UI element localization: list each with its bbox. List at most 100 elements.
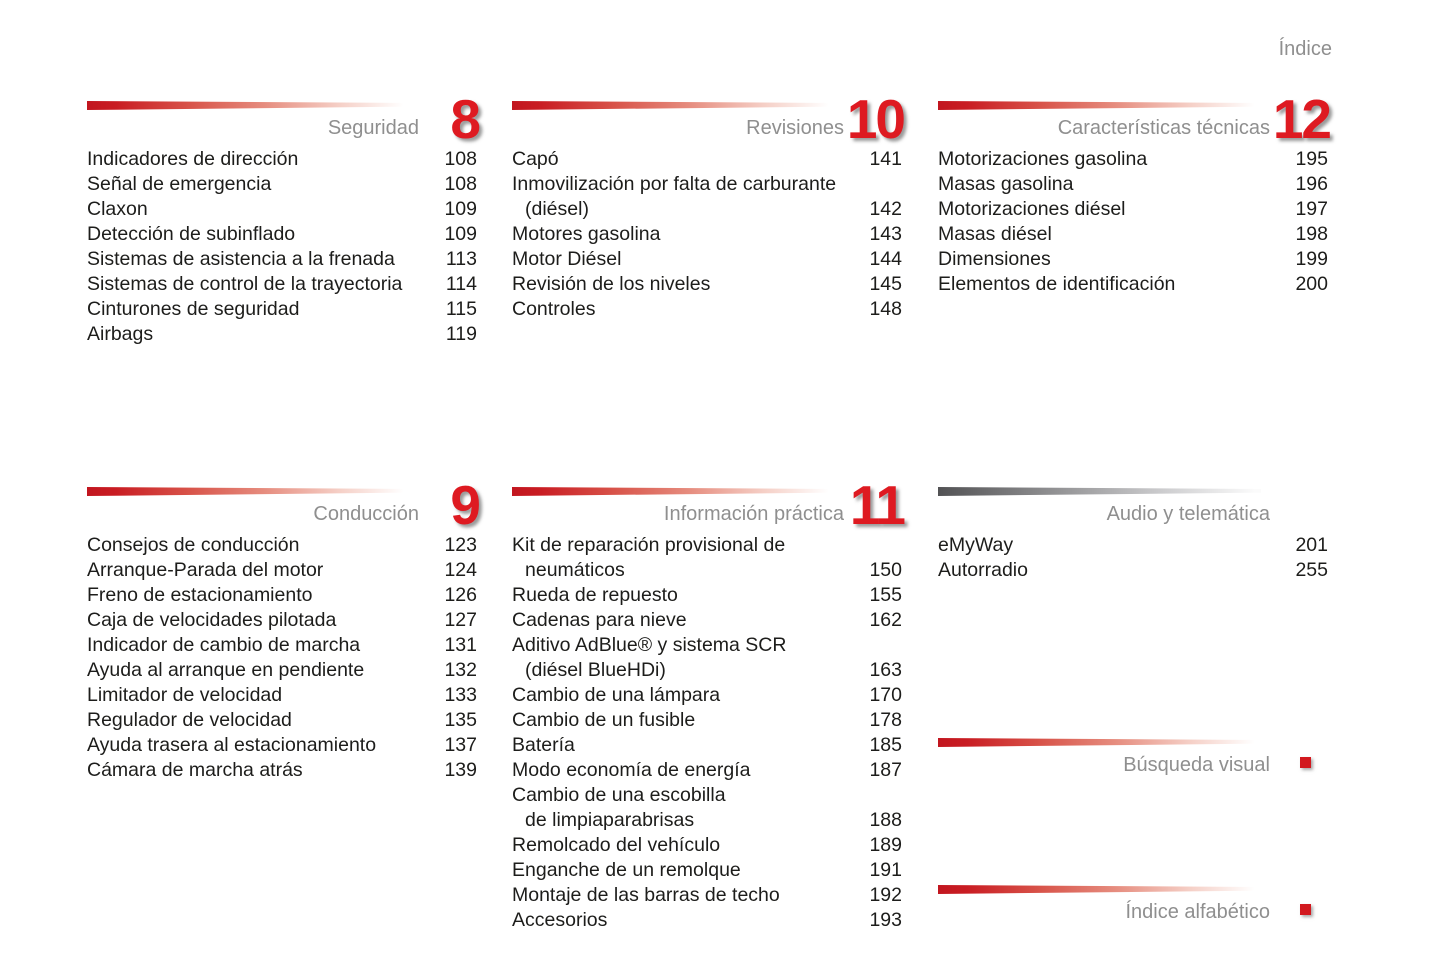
toc-item: Airbags 119 (87, 322, 477, 347)
toc-item: Autorradio 255 (938, 558, 1328, 583)
toc-item: Claxon 109 (87, 197, 477, 222)
toc-item-title: Controles (512, 298, 596, 320)
toc-item-page: 123 (444, 534, 477, 556)
toc-item-title: Motorizaciones gasolina (938, 148, 1148, 170)
toc-item-title: Rueda de repuesto (512, 584, 678, 606)
toc-item-page: 199 (1295, 248, 1328, 270)
section-title: Audio y telemática (1106, 503, 1270, 525)
toc-item-page: 137 (444, 734, 477, 756)
toc-item-page: 142 (869, 198, 902, 220)
toc-item-page: 201 (1295, 534, 1328, 556)
chapter-number: 10 (846, 88, 906, 150)
toc-item-page: 139 (444, 759, 477, 781)
toc-item: Arranque-Parada del motor 124 (87, 558, 477, 583)
toc-item: Caja de velocidades pilotada 127 (87, 608, 477, 633)
toc-item-page: 150 (869, 559, 902, 581)
toc-item-title: eMyWay (938, 534, 1014, 556)
toc-item-page: 108 (444, 148, 477, 170)
toc-item: Motorizaciones gasolina 195 (938, 147, 1328, 172)
toc-item: Kit de reparación provisional de neumátic… (512, 533, 902, 583)
section-audio-y-telematica: Audio y telemática eMyWay 201 Autorradio 25… (938, 486, 1328, 583)
toc-item-page: 126 (444, 584, 477, 606)
toc-item-page: 189 (869, 834, 902, 856)
toc-item: Sistemas de control de la trayectoria 114 (87, 272, 477, 297)
section-title: Búsqueda visual (1123, 754, 1270, 776)
toc-item: Revisión de los niveles 145 (512, 272, 902, 297)
toc-item: Masas diésel 198 (938, 222, 1328, 247)
section-informacion-practica: Información práctica 11 Kit de reparació… (512, 478, 906, 933)
toc-item-title: Montaje de las barras de techo (512, 884, 780, 906)
toc-item-page: 145 (869, 273, 902, 295)
toc-item-title: Freno de estacionamiento (87, 584, 313, 606)
toc-item-page: 255 (1295, 559, 1328, 581)
toc-item-page: 132 (444, 659, 477, 681)
section-gradient-bar (938, 487, 1261, 496)
toc-item: Cambio de un fusible 178 (512, 708, 902, 733)
section-items: Consejos de conducción 123 Arranque-Parada… (87, 486, 477, 783)
toc-item-page: 197 (1295, 198, 1328, 220)
section-title: Características técnicas (1057, 117, 1270, 139)
section-revisiones: Revisiones 10 Capó 141 Inmovilización por … (512, 92, 906, 322)
toc-item-title: Señal de emergencia (87, 173, 272, 195)
toc-item: Masas gasolina 196 (938, 172, 1328, 197)
toc-item-title: Limitador de velocidad (87, 684, 283, 706)
toc-item: Regulador de velocidad 135 (87, 708, 477, 733)
toc-item: Enganche de un remolque 191 (512, 858, 902, 883)
toc-item-page: 185 (869, 734, 902, 756)
toc-item: eMyWay 201 (938, 533, 1328, 558)
red-square-marker (1300, 904, 1311, 915)
toc-item-title: Kit de reparación provisional de neumátic… (512, 534, 786, 581)
toc-item-page: 196 (1295, 173, 1328, 195)
toc-item: Cámara de marcha atrás 139 (87, 758, 477, 783)
toc-item: Cadenas para nieve 162 (512, 608, 902, 633)
toc-item: Limitador de velocidad 133 (87, 683, 477, 708)
toc-item: Aditivo AdBlue® y sistema SCR (diésel Blu… (512, 633, 902, 683)
toc-item-title: Motor Diésel (512, 248, 622, 270)
toc-item-page: 188 (869, 809, 902, 831)
toc-item: Motorizaciones diésel 197 (938, 197, 1328, 222)
toc-item-title: Masas gasolina (938, 173, 1074, 195)
toc-item-title: Cinturones de seguridad (87, 298, 300, 320)
chapter-number: 8 (450, 88, 481, 150)
toc-item-page: 131 (444, 634, 477, 656)
section-items: Motorizaciones gasolina 195 Masas gasolina… (938, 100, 1328, 297)
toc-item-page: 119 (445, 323, 477, 345)
toc-item-title: Cámara de marcha atrás (87, 759, 303, 781)
toc-item: Dimensiones 199 (938, 247, 1328, 272)
toc-item-title: Airbags (87, 323, 154, 345)
toc-item: Detección de subinflado 109 (87, 222, 477, 247)
toc-item: Ayuda al arranque en pendiente 132 (87, 658, 477, 683)
toc-item: Montaje de las barras de techo 192 (512, 883, 902, 908)
toc-item-title: Aditivo AdBlue® y sistema SCR (diésel Blu… (512, 634, 787, 681)
toc-item-title: Modo economía de energía (512, 759, 751, 781)
toc-item: Consejos de conducción 123 (87, 533, 477, 558)
toc-item-page: 141 (869, 148, 902, 170)
toc-item-page: 144 (869, 248, 902, 270)
toc-item: Indicadores de dirección 108 (87, 147, 477, 172)
toc-item-page: 124 (444, 559, 477, 581)
section-gradient-bar (512, 101, 835, 110)
toc-item-page: 108 (444, 173, 477, 195)
toc-item-page: 148 (869, 298, 902, 320)
section-caracteristicas-tecnicas: Características técnicas 12 Motorizacion… (938, 92, 1332, 297)
section-title: Índice alfabético (1125, 901, 1270, 923)
section-seguridad: Seguridad 8 Indicadores de dirección 108 S… (87, 92, 481, 347)
toc-item-title: Ayuda trasera al estacionamiento (87, 734, 377, 756)
toc-item-title: Elementos de identificación (938, 273, 1176, 295)
toc-item-title: Revisión de los niveles (512, 273, 711, 295)
chapter-number: 9 (450, 474, 481, 536)
toc-item: Capó 141 (512, 147, 902, 172)
toc-item-page: 162 (869, 609, 902, 631)
toc-item-title: Caja de velocidades pilotada (87, 609, 337, 631)
toc-item: Elementos de identificación 200 (938, 272, 1328, 297)
toc-item-title: Regulador de velocidad (87, 709, 292, 731)
toc-item: Motores gasolina 143 (512, 222, 902, 247)
toc-item-title: Arranque-Parada del motor (87, 559, 324, 581)
toc-item-page: 133 (444, 684, 477, 706)
toc-item-page: 195 (1295, 148, 1328, 170)
toc-item-page: 198 (1295, 223, 1328, 245)
toc-item-page: 193 (869, 909, 902, 931)
section-gradient-bar (87, 101, 410, 110)
toc-item: Inmovilización por falta de carburante (d… (512, 172, 902, 222)
toc-item-title: Batería (512, 734, 575, 756)
